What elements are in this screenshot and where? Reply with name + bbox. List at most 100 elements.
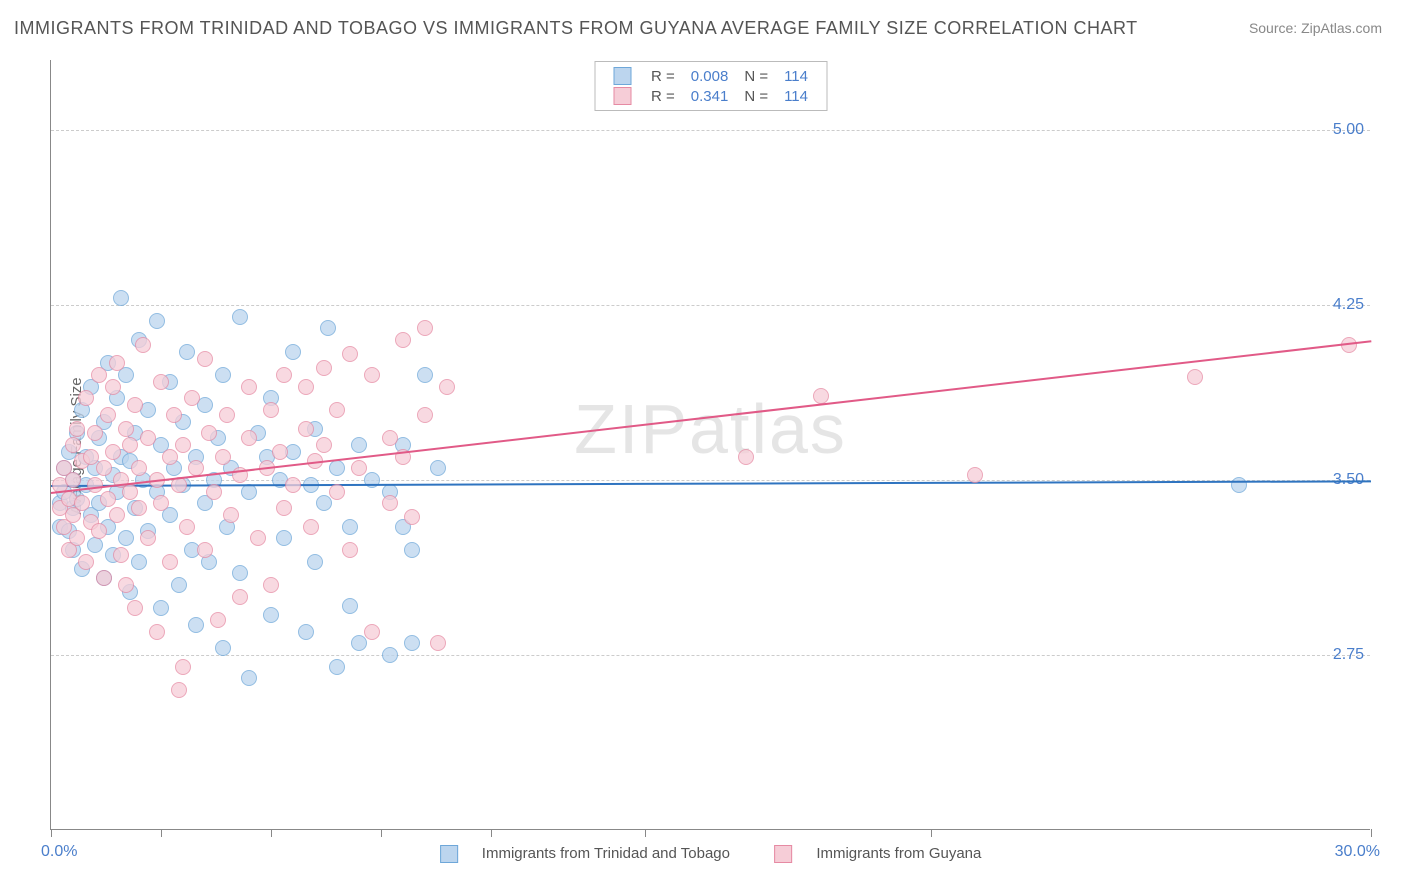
data-point bbox=[171, 577, 187, 593]
data-point bbox=[153, 600, 169, 616]
data-point bbox=[179, 344, 195, 360]
grid-line bbox=[51, 480, 1370, 481]
x-tick bbox=[931, 829, 932, 837]
data-point bbox=[135, 337, 151, 353]
data-point bbox=[105, 379, 121, 395]
x-axis-start-label: 0.0% bbox=[41, 843, 77, 861]
data-point bbox=[316, 495, 332, 511]
data-point bbox=[364, 472, 380, 488]
data-point bbox=[69, 530, 85, 546]
data-point bbox=[149, 472, 165, 488]
data-point bbox=[78, 554, 94, 570]
x-tick bbox=[645, 829, 646, 837]
data-point bbox=[259, 460, 275, 476]
legend-n-value-1: 114 bbox=[776, 66, 816, 86]
x-tick bbox=[491, 829, 492, 837]
legend-r-value-2: 0.341 bbox=[683, 86, 737, 106]
data-point bbox=[351, 460, 367, 476]
data-point bbox=[404, 509, 420, 525]
grid-line bbox=[51, 655, 1370, 656]
data-point bbox=[329, 484, 345, 500]
data-point bbox=[153, 374, 169, 390]
data-point bbox=[87, 425, 103, 441]
data-point bbox=[91, 367, 107, 383]
grid-line bbox=[51, 130, 1370, 131]
data-point bbox=[285, 477, 301, 493]
watermark: ZIPatlas bbox=[574, 389, 847, 469]
data-point bbox=[298, 624, 314, 640]
x-tick bbox=[161, 829, 162, 837]
data-point bbox=[109, 355, 125, 371]
data-point bbox=[241, 670, 257, 686]
legend-r-label: R = bbox=[643, 66, 683, 86]
swatch-series-1-bottom bbox=[440, 845, 458, 863]
data-point bbox=[149, 313, 165, 329]
data-point bbox=[122, 484, 138, 500]
data-point bbox=[179, 519, 195, 535]
data-point bbox=[122, 437, 138, 453]
data-point bbox=[131, 500, 147, 516]
data-point bbox=[215, 367, 231, 383]
data-point bbox=[303, 477, 319, 493]
data-point bbox=[232, 467, 248, 483]
data-point bbox=[351, 437, 367, 453]
data-point bbox=[395, 449, 411, 465]
legend-label-2: Immigrants from Guyana bbox=[816, 845, 981, 862]
data-point bbox=[430, 635, 446, 651]
data-point bbox=[364, 624, 380, 640]
data-point bbox=[232, 309, 248, 325]
data-point bbox=[87, 537, 103, 553]
data-point bbox=[329, 659, 345, 675]
data-point bbox=[197, 542, 213, 558]
legend-r-value-1: 0.008 bbox=[683, 66, 737, 86]
data-point bbox=[184, 390, 200, 406]
legend-label-1: Immigrants from Trinidad and Tobago bbox=[482, 845, 730, 862]
data-point bbox=[65, 472, 81, 488]
data-point bbox=[96, 460, 112, 476]
data-point bbox=[382, 495, 398, 511]
data-point bbox=[197, 351, 213, 367]
data-point bbox=[307, 554, 323, 570]
data-point bbox=[131, 554, 147, 570]
data-point bbox=[210, 612, 226, 628]
data-point bbox=[215, 449, 231, 465]
data-point bbox=[118, 530, 134, 546]
plot-area: ZIPatlas R = 0.008 N = 114 R = 0.341 N =… bbox=[50, 60, 1370, 830]
swatch-series-2 bbox=[613, 87, 631, 105]
data-point bbox=[738, 449, 754, 465]
data-point bbox=[175, 437, 191, 453]
data-point bbox=[206, 484, 222, 500]
data-point bbox=[100, 491, 116, 507]
data-point bbox=[276, 530, 292, 546]
y-tick-label: 2.75 bbox=[1333, 646, 1364, 664]
data-point bbox=[223, 507, 239, 523]
legend-item-1: Immigrants from Trinidad and Tobago bbox=[430, 845, 745, 862]
data-point bbox=[395, 332, 411, 348]
data-point bbox=[329, 402, 345, 418]
y-tick-label: 4.25 bbox=[1333, 296, 1364, 314]
data-point bbox=[272, 444, 288, 460]
data-point bbox=[382, 430, 398, 446]
data-point bbox=[342, 542, 358, 558]
data-point bbox=[263, 607, 279, 623]
data-point bbox=[232, 565, 248, 581]
data-point bbox=[1187, 369, 1203, 385]
y-tick-label: 5.00 bbox=[1333, 121, 1364, 139]
data-point bbox=[113, 547, 129, 563]
data-point bbox=[316, 360, 332, 376]
x-axis-end-label: 30.0% bbox=[1335, 843, 1380, 861]
data-point bbox=[188, 617, 204, 633]
data-point bbox=[303, 519, 319, 535]
data-point bbox=[127, 397, 143, 413]
legend-row-1: R = 0.008 N = 114 bbox=[605, 66, 816, 86]
data-point bbox=[417, 320, 433, 336]
data-point bbox=[140, 530, 156, 546]
swatch-series-1 bbox=[613, 67, 631, 85]
data-point bbox=[263, 577, 279, 593]
data-point bbox=[65, 437, 81, 453]
x-tick bbox=[381, 829, 382, 837]
data-point bbox=[171, 477, 187, 493]
y-tick-label: 3.50 bbox=[1333, 471, 1364, 489]
data-point bbox=[96, 570, 112, 586]
data-point bbox=[404, 542, 420, 558]
